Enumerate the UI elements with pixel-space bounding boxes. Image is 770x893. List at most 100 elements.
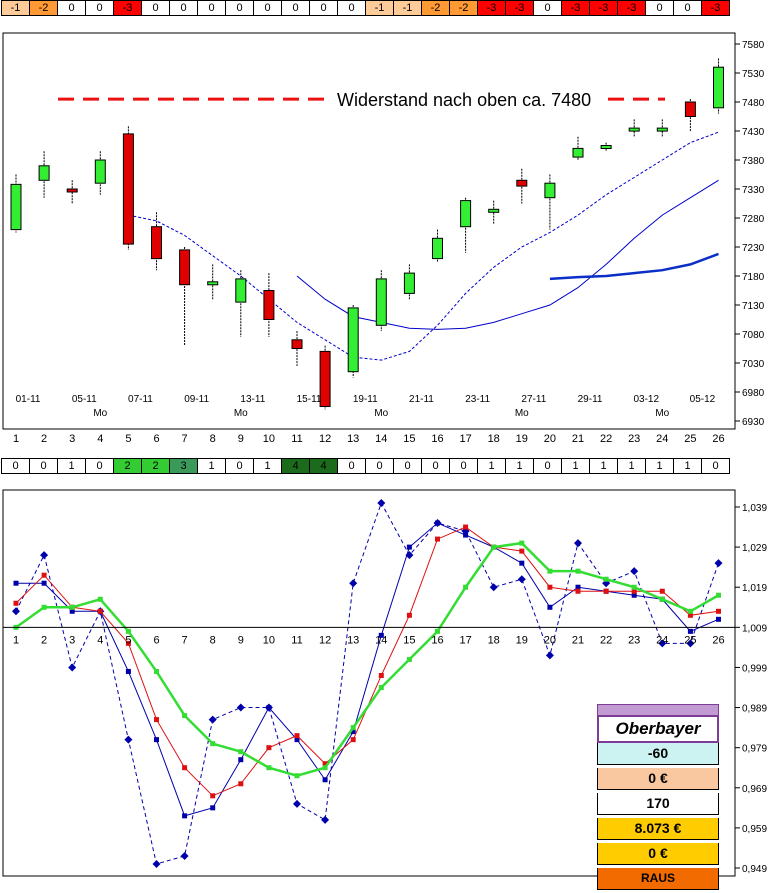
signal-cell: 0 — [673, 0, 702, 16]
x-index-label: 11 — [291, 433, 302, 445]
series-point — [97, 596, 103, 602]
candle-body — [628, 127, 640, 132]
series-line — [16, 522, 719, 817]
panel-row: 170 — [597, 793, 719, 815]
series-point — [97, 608, 103, 614]
series-point — [435, 628, 440, 634]
x-index-label: 18 — [488, 433, 500, 445]
series-point — [603, 588, 609, 594]
candle-body — [460, 200, 472, 228]
candle-body — [572, 147, 584, 158]
candle-body — [319, 350, 331, 407]
x-index-label: 14 — [375, 433, 387, 445]
weekday-label: Mo — [374, 408, 388, 419]
series-point — [294, 737, 300, 743]
series-point — [716, 616, 721, 622]
series-point — [659, 596, 665, 602]
y-tick-label: 0,969 — [742, 784, 767, 795]
y-tick-label: 0,999 — [742, 663, 767, 674]
signal-cell: 0 — [29, 458, 58, 474]
series-point — [69, 608, 75, 614]
x-index-label: 4 — [97, 433, 103, 445]
series-point — [322, 761, 328, 767]
signal-cell: 0 — [365, 458, 394, 474]
series-point — [716, 592, 721, 598]
y-tick-label: 7480 — [742, 98, 765, 109]
x-index-label: 7 — [182, 634, 188, 646]
candle-body — [263, 290, 275, 320]
x-index-label: 9 — [238, 433, 244, 445]
moving-average-line — [549, 252, 719, 281]
signal-strip-top: -1 -2 0 0 -3 0 0 0 0 0 0 0 0 -1 -1 -2 -2 -3 -3 0 -3 -3 -3 0 0 -3 — [1, 0, 730, 16]
x-index-label: 22 — [600, 433, 612, 445]
signal-cell: -3 — [701, 0, 730, 16]
y-tick-label: 7380 — [742, 156, 765, 167]
series-point — [406, 612, 412, 618]
x-index-label: 25 — [684, 433, 696, 445]
series-point — [41, 604, 47, 610]
y-tick-label: 7280 — [742, 214, 765, 225]
x-index-label: 24 — [656, 634, 668, 646]
series-point — [266, 765, 272, 771]
series-point — [208, 715, 217, 724]
series-point — [293, 799, 301, 808]
x-index-label: 2 — [41, 634, 47, 646]
series-point — [210, 741, 216, 747]
x-index-label: 16 — [431, 634, 443, 646]
signal-cell: 0 — [225, 458, 254, 474]
panel-row: RAUS — [597, 868, 719, 890]
candle-body — [516, 179, 528, 187]
signal-cell: 1 — [617, 458, 646, 474]
x-index-label: 17 — [459, 634, 471, 646]
x-index-label: 11 — [291, 634, 302, 646]
signal-cell: 0 — [533, 458, 562, 474]
series-point — [238, 757, 244, 763]
x-index-label: 23 — [628, 634, 640, 646]
date-label: 23-11 — [465, 394, 490, 405]
candle-body — [291, 339, 303, 349]
panel-row: 0 € — [597, 768, 719, 790]
candle-body — [207, 281, 219, 286]
series-point — [294, 733, 300, 739]
series-point — [41, 580, 47, 586]
series-point — [210, 805, 216, 811]
y-tick-label: 7230 — [742, 243, 765, 254]
date-label: 03-12 — [633, 394, 659, 405]
candle-body — [151, 226, 162, 260]
x-index-label: 10 — [263, 433, 275, 445]
candle-body — [38, 165, 50, 181]
series-point — [630, 567, 639, 576]
x-index-label: 12 — [319, 634, 331, 646]
signal-cell: 0 — [85, 0, 114, 16]
candle-body — [66, 188, 78, 193]
series-point — [182, 813, 188, 819]
series-point — [322, 777, 328, 783]
signal-cell: 0 — [701, 458, 730, 474]
x-index-label: 10 — [263, 634, 275, 646]
series-point — [547, 584, 553, 590]
series-point — [154, 717, 159, 723]
signal-cell: 2 — [113, 458, 142, 474]
x-index-label: 1 — [13, 634, 19, 646]
date-label: 19-11 — [353, 394, 378, 405]
x-index-label: 20 — [544, 433, 556, 445]
x-index-label: 26 — [712, 634, 724, 646]
candle-body — [347, 307, 359, 373]
x-index-label: 16 — [431, 433, 443, 445]
signal-cell: 0 — [645, 0, 674, 16]
series-point — [13, 580, 19, 586]
series-point — [68, 663, 77, 672]
series-point — [519, 548, 525, 554]
series-point — [714, 559, 723, 568]
panel-row: 8.073 € — [597, 818, 719, 840]
series-point — [13, 600, 19, 606]
series-point — [687, 628, 693, 634]
series-point — [125, 628, 131, 634]
candle-body — [600, 145, 612, 149]
y-tick-label: 6980 — [742, 388, 765, 399]
y-tick-label: 0,989 — [742, 704, 767, 715]
series-point — [266, 705, 272, 711]
x-index-label: 8 — [210, 433, 216, 445]
date-label: 21-11 — [409, 394, 434, 405]
